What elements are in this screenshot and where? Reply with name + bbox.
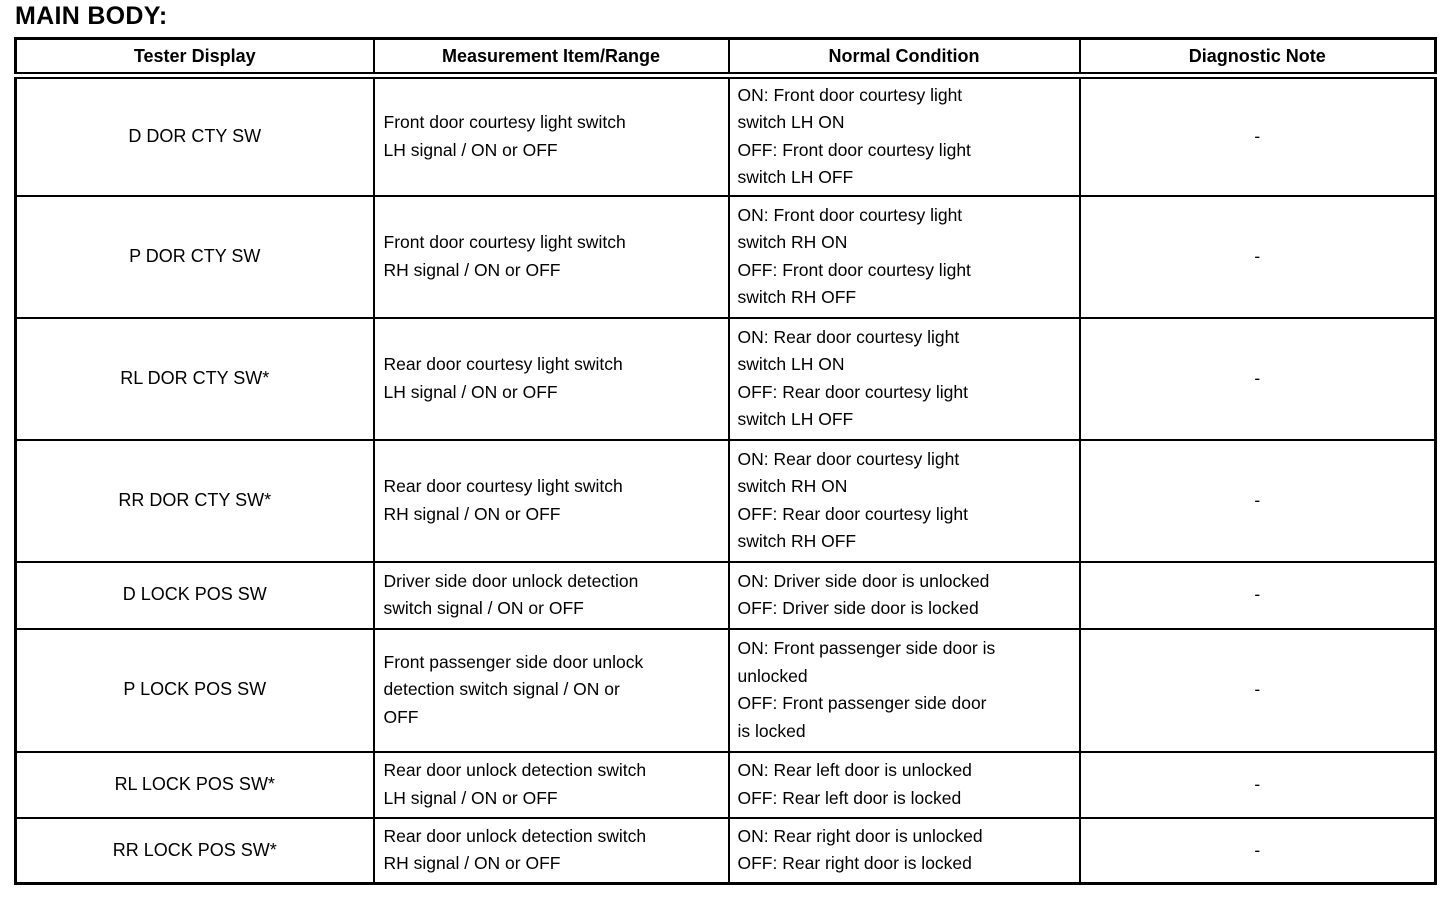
col-header-tester-display: Tester Display	[14, 37, 375, 79]
diagnostic-note-cell: -	[1078, 316, 1437, 441]
tester-display-cell: P LOCK POS SW	[14, 627, 375, 753]
table-row: RL LOCK POS SW* Rear door unlock detecti…	[14, 750, 1437, 819]
diagnostic-note-cell: -	[1078, 816, 1437, 885]
main-body-table: Tester Display Measurement Item/Range No…	[14, 37, 1437, 885]
tester-display-cell: D DOR CTY SW	[14, 74, 375, 197]
normal-condition-cell: ON: Rear door courtesy light switch RH O…	[727, 438, 1081, 563]
measurement-cell: Driver side door unlock detection switch…	[372, 560, 730, 630]
diagnostic-note-cell: -	[1078, 627, 1437, 753]
col-header-diagnostic-note: Diagnostic Note	[1078, 37, 1437, 79]
measurement-cell: Rear door courtesy light switch RH signa…	[372, 438, 730, 563]
table-row: D DOR CTY SW Front door courtesy light s…	[14, 74, 1437, 197]
table-row: RL DOR CTY SW* Rear door courtesy light …	[14, 316, 1437, 441]
table-row: D LOCK POS SW Driver side door unlock de…	[14, 560, 1437, 630]
normal-condition-cell: ON: Front door courtesy light switch RH …	[727, 194, 1081, 319]
tester-display-cell: RR DOR CTY SW*	[14, 438, 375, 563]
diagnostic-note-cell: -	[1078, 750, 1437, 819]
tester-display-cell: D LOCK POS SW	[14, 560, 375, 630]
table-row: P DOR CTY SW Front door courtesy light s…	[14, 194, 1437, 319]
diagnostic-note-cell: -	[1078, 438, 1437, 563]
table-header-row: Tester Display Measurement Item/Range No…	[14, 37, 1437, 79]
normal-condition-cell: ON: Front door courtesy light switch LH …	[727, 74, 1081, 197]
diagnostic-note-cell: -	[1078, 560, 1437, 630]
col-header-normal-condition: Normal Condition	[727, 37, 1081, 79]
normal-condition-cell: ON: Rear right door is unlocked OFF: Rea…	[727, 816, 1081, 885]
table-row: RR DOR CTY SW* Rear door courtesy light …	[14, 438, 1437, 563]
measurement-cell: Rear door courtesy light switch LH signa…	[372, 316, 730, 441]
normal-condition-cell: ON: Front passenger side door is unlocke…	[727, 627, 1081, 753]
tester-display-cell: RR LOCK POS SW*	[14, 816, 375, 885]
normal-condition-cell: ON: Rear door courtesy light switch LH O…	[727, 316, 1081, 441]
table-row: RR LOCK POS SW* Rear door unlock detecti…	[14, 816, 1437, 885]
tester-display-cell: RL DOR CTY SW*	[14, 316, 375, 441]
diagnostic-note-cell: -	[1078, 74, 1437, 197]
col-header-measurement-item-range: Measurement Item/Range	[372, 37, 730, 79]
table-row: P LOCK POS SW Front passenger side door …	[14, 627, 1437, 753]
page-title: MAIN BODY:	[15, 2, 168, 30]
tester-display-cell: P DOR CTY SW	[14, 194, 375, 319]
tester-display-cell: RL LOCK POS SW*	[14, 750, 375, 819]
measurement-cell: Rear door unlock detection switch RH sig…	[372, 816, 730, 885]
diagnostic-note-cell: -	[1078, 194, 1437, 319]
normal-condition-cell: ON: Driver side door is unlocked OFF: Dr…	[727, 560, 1081, 630]
measurement-cell: Front passenger side door unlock detecti…	[372, 627, 730, 753]
measurement-cell: Front door courtesy light switch LH sign…	[372, 74, 730, 197]
measurement-cell: Front door courtesy light switch RH sign…	[372, 194, 730, 319]
measurement-cell: Rear door unlock detection switch LH sig…	[372, 750, 730, 819]
normal-condition-cell: ON: Rear left door is unlocked OFF: Rear…	[727, 750, 1081, 819]
